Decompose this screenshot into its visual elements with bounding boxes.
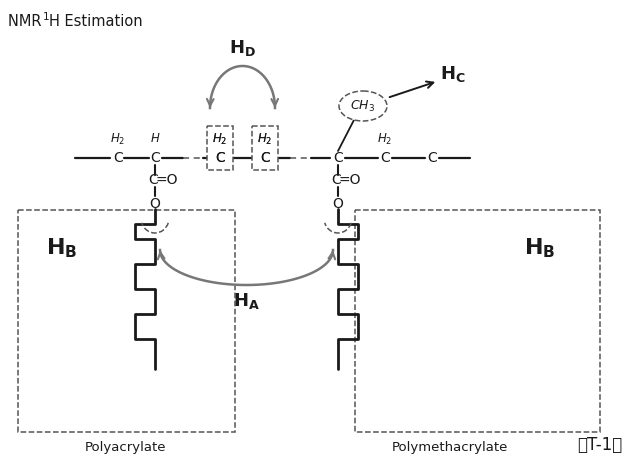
Text: C: C bbox=[113, 151, 123, 165]
Text: $\mathbf{H_B}$: $\mathbf{H_B}$ bbox=[524, 236, 556, 260]
Text: C: C bbox=[215, 151, 225, 165]
Text: C: C bbox=[380, 151, 390, 165]
Text: O: O bbox=[333, 197, 344, 211]
Text: Polyacrylate: Polyacrylate bbox=[84, 442, 166, 455]
Text: $\mathbf{H_B}$: $\mathbf{H_B}$ bbox=[46, 236, 78, 260]
Text: C: C bbox=[260, 151, 270, 165]
Text: C: C bbox=[333, 151, 343, 165]
Text: $H_2$: $H_2$ bbox=[110, 131, 126, 147]
Text: 1: 1 bbox=[43, 12, 49, 22]
Text: $H_2$: $H_2$ bbox=[258, 131, 272, 147]
Text: C: C bbox=[260, 151, 270, 165]
Text: $H_2$: $H_2$ bbox=[258, 131, 272, 147]
Text: C: C bbox=[427, 151, 437, 165]
Text: $H_2$: $H_2$ bbox=[212, 131, 228, 147]
Text: O: O bbox=[149, 197, 160, 211]
Text: $CH_3$: $CH_3$ bbox=[351, 99, 376, 113]
Text: $H_2$: $H_2$ bbox=[212, 131, 228, 147]
Text: C: C bbox=[215, 151, 225, 165]
Text: Polymethacrylate: Polymethacrylate bbox=[392, 442, 508, 455]
Bar bbox=[355, 210, 600, 432]
Text: $\mathbf{H_C}$: $\mathbf{H_C}$ bbox=[440, 64, 466, 84]
Text: C: C bbox=[331, 173, 341, 187]
Text: NMR: NMR bbox=[8, 14, 46, 30]
Text: $\mathbf{H_D}$: $\mathbf{H_D}$ bbox=[229, 38, 256, 58]
Text: =O: =O bbox=[156, 173, 178, 187]
Text: C: C bbox=[148, 173, 158, 187]
Bar bbox=[18, 210, 235, 432]
Text: $H$: $H$ bbox=[150, 132, 160, 145]
Text: C: C bbox=[150, 151, 160, 165]
Text: H Estimation: H Estimation bbox=[49, 14, 143, 30]
Ellipse shape bbox=[339, 91, 387, 121]
Bar bbox=[207, 126, 233, 170]
Text: $\mathbf{H_A}$: $\mathbf{H_A}$ bbox=[233, 291, 260, 311]
Bar bbox=[252, 126, 278, 170]
Text: =O: =O bbox=[338, 173, 362, 187]
Text: （T-1）: （T-1） bbox=[578, 436, 622, 454]
Text: $H_2$: $H_2$ bbox=[378, 131, 393, 147]
